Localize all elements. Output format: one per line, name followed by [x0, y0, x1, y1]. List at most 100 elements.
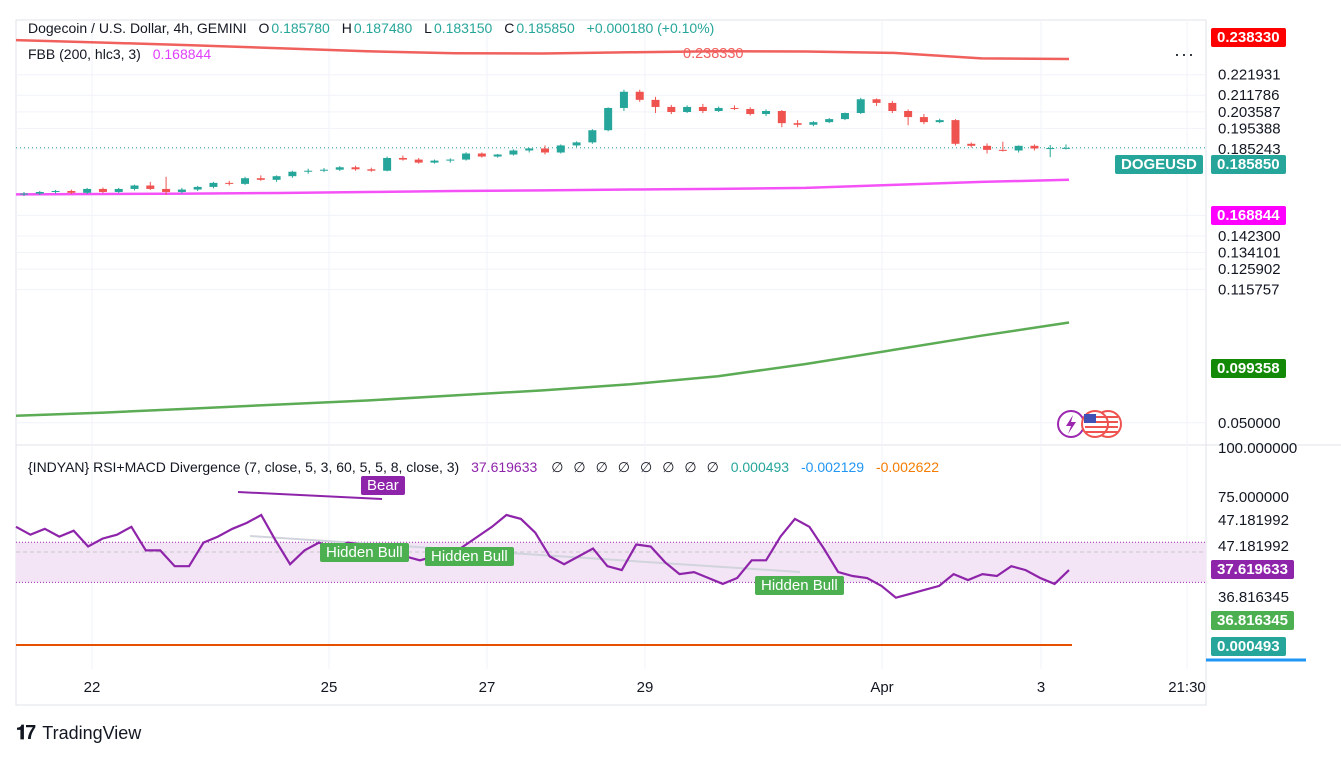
close-label: C [504, 20, 515, 36]
candle-body [604, 107, 613, 131]
flag-canton [1084, 414, 1096, 423]
candle-body [762, 111, 771, 115]
osc-tick-label: 36.816345 [1218, 589, 1289, 606]
empty-value: ∅ [617, 459, 630, 475]
candle-body [414, 159, 423, 163]
candle-body [162, 188, 171, 192]
candle-body [98, 188, 107, 192]
candle-body [951, 120, 960, 144]
time-tick-label: 25 [321, 679, 338, 696]
bear-label: Bear [361, 476, 405, 495]
price-tick-label: 0.125902 [1218, 261, 1281, 278]
candle-body [777, 111, 786, 124]
candle-body [840, 113, 849, 120]
lightning-glyph [1066, 415, 1076, 434]
price-tick-label: 0.195388 [1218, 120, 1281, 137]
upper-band-line [15, 38, 1070, 61]
candle-body [935, 120, 944, 123]
open-label: O [258, 20, 270, 36]
bear-divergence-line [237, 491, 383, 500]
empty-value: ∅ [595, 459, 608, 475]
legend-main: Dogecoin / U.S. Dollar, 4h, GEMINI O 0.18… [28, 20, 716, 36]
candle-body [904, 111, 913, 118]
candle-body [919, 117, 928, 123]
candle-body [572, 142, 581, 146]
candle-body [20, 193, 28, 195]
fbb-value: 0.168844 [152, 46, 212, 62]
candle-body [193, 186, 202, 190]
empty-value: ∅ [640, 459, 653, 475]
candle-body [477, 153, 486, 157]
symbol-badge: DOGEUSD [1115, 155, 1203, 174]
candle-body [367, 169, 376, 171]
candle-body [667, 106, 676, 113]
time-tick-label: Apr [870, 679, 893, 696]
hidden-bull-label: Hidden Bull [425, 547, 514, 566]
price-tick-label: 0.134101 [1218, 245, 1281, 262]
signal-value: -0.002129 [801, 459, 865, 475]
candle-body [177, 189, 186, 192]
candle-body [967, 143, 976, 146]
empty-value: ∅ [551, 459, 564, 475]
hist-value: -0.002622 [875, 459, 940, 475]
rsi-badge: 37.619633 [1211, 560, 1294, 579]
osc-tick-label: 47.181992 [1218, 512, 1289, 529]
candle-body [998, 149, 1007, 151]
candle-body [698, 106, 707, 111]
candle-body [556, 145, 565, 153]
candle-body [383, 157, 392, 171]
candle-body [351, 167, 360, 170]
rsi-macd-name[interactable]: {INDYAN} RSI+MACD Divergence (7, close, … [28, 459, 460, 475]
upper-band-label: 0.238330 [683, 46, 744, 62]
candle-body [635, 91, 644, 100]
candle-body [83, 188, 92, 193]
candle-body [588, 130, 597, 143]
candle-body [67, 190, 76, 193]
candle-body [225, 182, 234, 184]
upper-band-badge: 0.238330 [1211, 28, 1286, 47]
candle-body [114, 188, 123, 192]
candle-body [1062, 147, 1070, 149]
candle-body [809, 122, 818, 125]
candle-body [241, 178, 250, 184]
middle-band-badge: 0.168844 [1211, 206, 1286, 225]
price-tick-label: 0.050000 [1218, 415, 1281, 432]
price-tick-label: 0.185243 [1218, 141, 1281, 158]
rsi-value: 37.619633 [471, 459, 538, 475]
candle-body [525, 148, 534, 151]
empty-value: ∅ [706, 459, 719, 475]
osc-tick-label: 100.000000 [1218, 440, 1297, 457]
tradingview-logo[interactable]: 𝟏7 TradingView [16, 722, 141, 745]
brand-name: TradingView [42, 723, 142, 743]
candle-body [493, 154, 502, 157]
low-value: 0.183150 [433, 20, 493, 36]
time-tick-label: 29 [637, 679, 654, 696]
candle-body [714, 107, 723, 111]
level-badge: 36.816345 [1211, 611, 1294, 630]
candle-body [446, 159, 455, 161]
lower-band-badge: 0.099358 [1211, 359, 1286, 378]
candle-body [319, 169, 328, 171]
empty-value: ∅ [684, 459, 697, 475]
candle-body [288, 171, 297, 177]
low-label: L [424, 20, 432, 36]
candle-body [509, 150, 518, 155]
candle-body [1014, 145, 1023, 151]
price-tick-label: 0.115757 [1218, 282, 1279, 299]
osc-tick-label: 47.181992 [1218, 538, 1289, 555]
price-tick-label: 0.142300 [1218, 228, 1281, 245]
fbb-name[interactable]: FBB (200, hlc3, 3) [28, 46, 141, 62]
candle-body [683, 106, 692, 113]
candle-body [430, 160, 439, 163]
candle-body [304, 170, 313, 172]
candle-body [888, 102, 897, 111]
candle-body [335, 167, 344, 170]
candle-body [619, 91, 628, 108]
more-icon[interactable]: ··· [1174, 44, 1195, 64]
empty-value: ∅ [573, 459, 586, 475]
symbol-title[interactable]: Dogecoin / U.S. Dollar, 4h, GEMINI [28, 20, 247, 36]
osc-tick-label: 75.000000 [1218, 489, 1289, 506]
rsi-band-fill [16, 542, 1206, 583]
time-tick-label: 22 [84, 679, 101, 696]
candle-body [130, 185, 139, 189]
